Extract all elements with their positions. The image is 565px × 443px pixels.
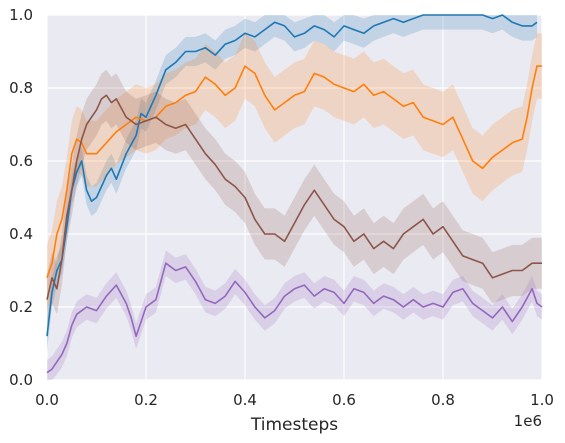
- y-tick-label: 0.0: [9, 371, 33, 389]
- x-axis-label: Timesteps: [250, 415, 338, 435]
- y-tick-label: 0.6: [9, 152, 33, 170]
- series-band-2: [47, 69, 542, 326]
- plot-background: [47, 15, 542, 380]
- y-tick-labels: 0.0 0.2 0.4 0.6 0.8 1.0: [9, 6, 33, 389]
- series-line-1: [46, 65, 542, 279]
- x-tick-label: 0.4: [233, 391, 257, 409]
- confidence-bands: [47, 15, 542, 380]
- series-line-2: [46, 94, 542, 300]
- series-lines: [46, 14, 543, 374]
- x-axis-offset-label: 1e6: [514, 412, 542, 430]
- x-tick-label: 0.2: [134, 391, 158, 409]
- x-tick-label: 1.0: [530, 391, 554, 409]
- x-tick-label: 0.0: [35, 391, 59, 409]
- x-tick-labels: 0.0 0.2 0.4 0.6 0.8 1.0: [35, 391, 554, 409]
- x-tick-label: 0.6: [332, 391, 356, 409]
- series-line-0: [46, 14, 538, 337]
- series-band-1: [47, 33, 542, 311]
- y-tick-label: 0.4: [9, 225, 33, 243]
- series-line-3: [46, 262, 543, 374]
- y-tick-label: 1.0: [9, 6, 33, 24]
- x-tick-label: 0.8: [431, 391, 455, 409]
- series-band-3: [47, 250, 542, 380]
- y-tick-label: 0.8: [9, 79, 33, 97]
- y-tick-label: 0.2: [9, 298, 33, 316]
